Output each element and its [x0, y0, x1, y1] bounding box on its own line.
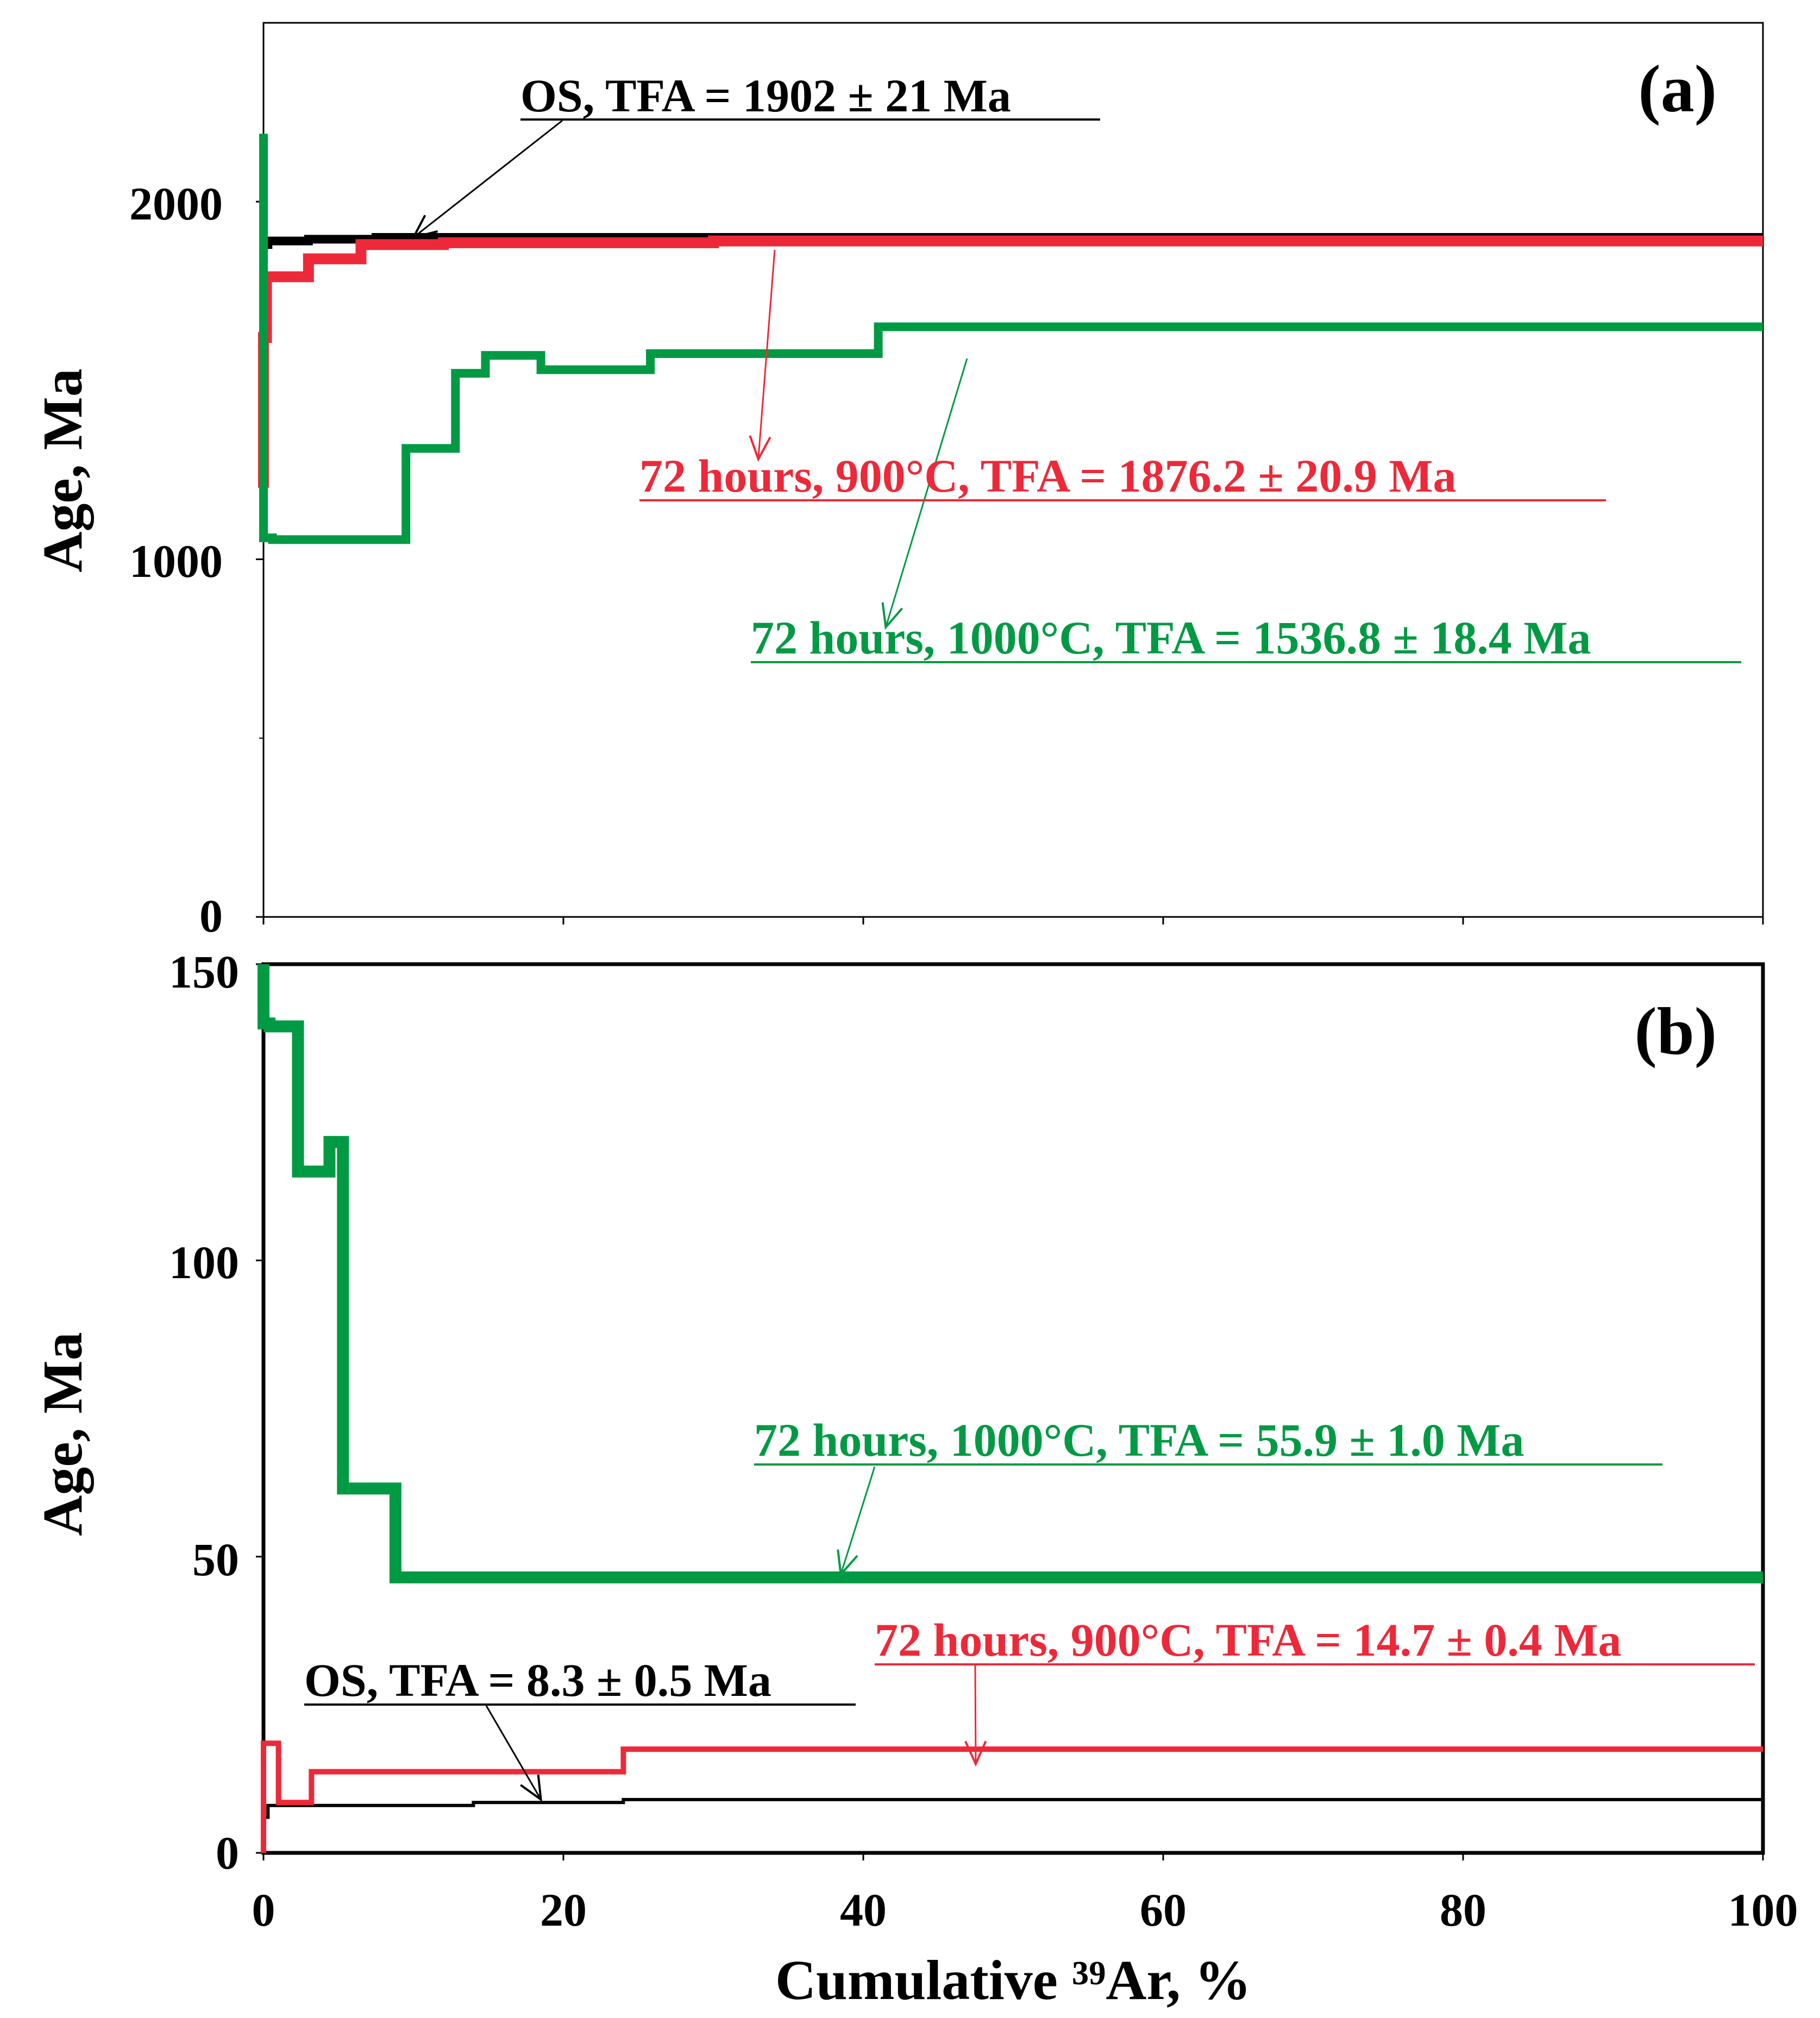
panel-a-arrow-2: [884, 358, 968, 628]
panel-a-arrows: [411, 120, 968, 630]
panel-a-ytick-label-0: 0: [199, 890, 223, 942]
panel-a-1000-label: 72 hours, 1000°C, TFA = 1536.8 ± 18.4 Ma: [751, 612, 1591, 664]
panel-b-arrow-2: [485, 1705, 542, 1800]
panel-b-series: [258, 964, 1763, 1853]
panel-b: 150 100 50 0 0 20 40 60 80 100 Age, Ma C…: [32, 946, 1798, 2011]
panel-b-letter: (b): [1634, 994, 1717, 1068]
panel-b-ytick-label-0: 0: [216, 1827, 239, 1879]
panel-b-xtick-label-100: 100: [1728, 1884, 1798, 1936]
panel-a-series: [258, 134, 1763, 544]
panel-a-ticks: [256, 200, 1764, 925]
panel-b-ytick-label-150: 150: [169, 946, 239, 998]
panel-b-series-os: [262, 1782, 1763, 1819]
panel-a-annotation-os: OS, TFA = 1902 ± 21 Ma: [520, 70, 1100, 122]
panel-b-900-label: 72 hours, 900°C, TFA = 14.7 ± 0.4 Ma: [875, 1614, 1622, 1666]
panel-b-series-72-hours-1000-c: [258, 964, 1763, 1583]
panel-a-series-72-hours-1000-c: [259, 134, 1763, 544]
panel-b-xtick-label-40: 40: [840, 1884, 887, 1936]
panel-b-xtick-label-0: 0: [252, 1884, 275, 1936]
panel-a-arrowhead-2: [881, 602, 903, 630]
panel-b-arrows: [485, 1466, 987, 1802]
panel-b-annotation-os: OS, TFA = 8.3 ± 0.5 Ma: [304, 1654, 856, 1706]
panel-a-arrow-1: [757, 249, 776, 460]
panel-b-arrow-1: [974, 1665, 977, 1764]
panel-b-ytick-label-100: 100: [169, 1236, 239, 1288]
panel-a: 2000 1000 0 Age, Ma (a) OS, TFA = 1902 ±…: [32, 22, 1764, 942]
panel-a-letter: (a): [1638, 52, 1717, 126]
panel-b-arrowhead-1: [964, 1740, 987, 1767]
panel-b-arrowhead-0: [837, 1549, 858, 1577]
panel-a-annotation-900: 72 hours, 900°C, TFA = 1876.2 ± 20.9 Ma: [639, 450, 1606, 502]
panel-b-arrowhead-2: [520, 1774, 543, 1802]
panel-a-900-label: 72 hours, 900°C, TFA = 1876.2 ± 20.9 Ma: [639, 450, 1457, 502]
panel-a-ylabel: Age, Ma: [32, 368, 94, 572]
panel-b-frame: [261, 962, 1765, 1855]
panel-a-arrowhead-1: [749, 435, 771, 462]
panel-b-annotation-1000: 72 hours, 1000°C, TFA = 55.9 ± 1.0 Ma: [754, 1414, 1662, 1466]
panel-b-ylabel: Age, Ma: [32, 1332, 94, 1536]
panel-b-xtick-label-80: 80: [1440, 1884, 1486, 1936]
panel-a-arrow-0: [413, 120, 563, 238]
panel-b-1000-label: 72 hours, 1000°C, TFA = 55.9 ± 1.0 Ma: [754, 1414, 1524, 1466]
panel-b-annotation-900: 72 hours, 900°C, TFA = 14.7 ± 0.4 Ma: [875, 1614, 1755, 1666]
panel-b-arrow-0: [840, 1466, 876, 1575]
panel-b-xtick-label-60: 60: [1140, 1884, 1187, 1936]
panel-b-os-label: OS, TFA = 8.3 ± 0.5 Ma: [304, 1654, 771, 1706]
x-axis-title: Cumulative ³⁹Ar, %: [775, 1949, 1251, 2011]
panel-b-series-72-hours-900-c: [261, 1740, 1763, 1853]
panel-b-xtick-label-20: 20: [540, 1884, 587, 1936]
panel-a-ytick-label-2000: 2000: [129, 178, 223, 230]
panel-a-annotation-1000: 72 hours, 1000°C, TFA = 1536.8 ± 18.4 Ma: [751, 612, 1741, 664]
panel-a-os-label: OS, TFA = 1902 ± 21 Ma: [520, 70, 1011, 122]
panel-b-ticks: [256, 963, 1764, 1860]
panel-a-ytick-label-1000: 1000: [129, 535, 223, 587]
panel-a-arrowhead-0: [411, 215, 438, 240]
panel-b-ytick-label-50: 50: [192, 1533, 239, 1586]
